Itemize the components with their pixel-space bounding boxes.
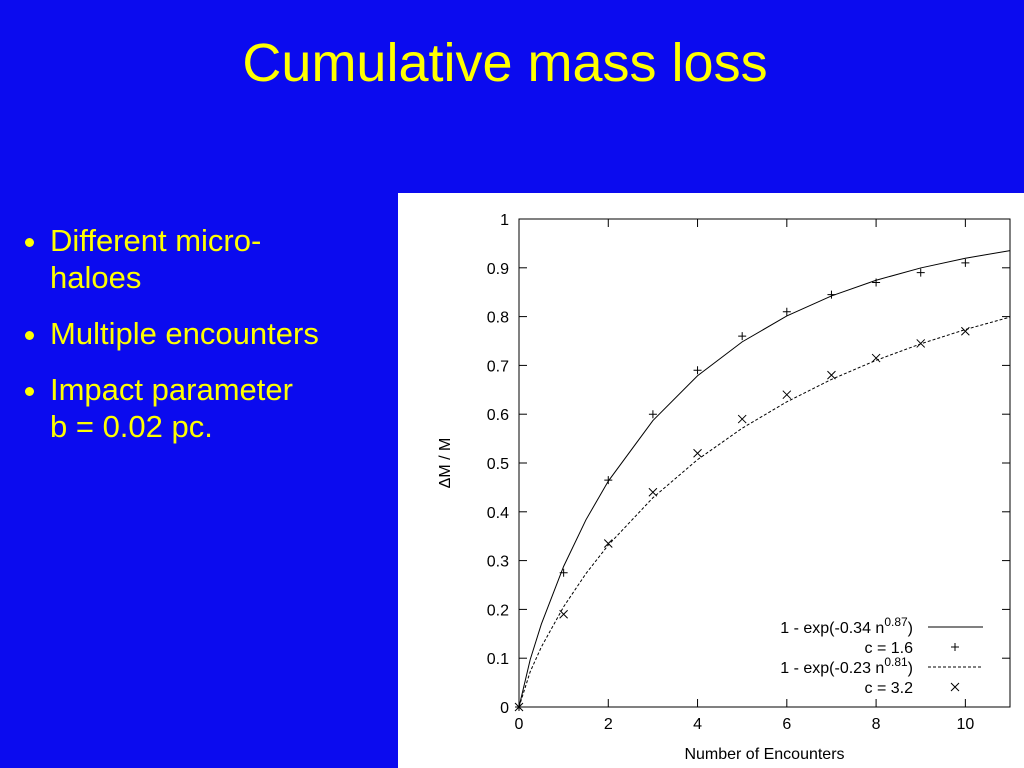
slide-title: Cumulative mass loss xyxy=(242,33,768,93)
y-tick-label: 0.6 xyxy=(487,407,509,424)
data-point xyxy=(916,339,926,348)
data-point xyxy=(737,414,747,424)
data-point xyxy=(872,278,881,287)
legend-text: 0.81 xyxy=(884,655,908,669)
data-point xyxy=(738,332,747,341)
bullet-text: b = 0.02 pc. xyxy=(50,409,213,444)
x-tick-label: 8 xyxy=(872,716,881,733)
legend-text: ) xyxy=(908,620,913,637)
legend-label: c = 3.2 xyxy=(865,680,914,697)
y-tick-label: 0.9 xyxy=(487,261,509,278)
data-point xyxy=(603,539,613,548)
legend-text: 1 - exp(-0.34 n xyxy=(780,620,884,637)
y-axis-label: ΔM / M xyxy=(437,438,454,489)
bullet-list: Different micro-haloes Multiple encounter… xyxy=(18,222,398,464)
legend-swatch xyxy=(951,643,959,651)
y-tick-label: 0.7 xyxy=(487,358,509,375)
fit-curve xyxy=(518,316,1011,708)
bullet-text: Different micro- xyxy=(50,223,262,258)
data-point xyxy=(782,390,792,400)
chart: 00.10.20.30.40.50.60.70.80.910 2 4 6 8 10Numb… xyxy=(398,193,1024,768)
legend-text: 1 - exp(-0.23 n xyxy=(780,660,884,677)
data-point xyxy=(648,410,657,419)
bullet: Different micro-haloes xyxy=(50,222,398,296)
y-tick-label: 0.8 xyxy=(487,310,509,327)
data-point xyxy=(871,353,881,363)
data-point xyxy=(961,258,970,267)
data-point xyxy=(827,290,836,299)
y-tick-label: 0.4 xyxy=(487,505,509,522)
data-point xyxy=(559,568,568,577)
data-point xyxy=(693,448,702,458)
chart-background xyxy=(398,193,1024,768)
x-tick-label: 6 xyxy=(782,716,791,733)
x-tick-label: 4 xyxy=(693,716,702,733)
data-point xyxy=(604,476,613,485)
data-point xyxy=(782,307,791,316)
fit-curve xyxy=(518,250,1011,708)
y-tick-label: 0.3 xyxy=(487,554,509,571)
x-tick-label: 2 xyxy=(604,716,613,733)
legend-text: ) xyxy=(908,660,913,677)
legend-text: 0.87 xyxy=(884,615,908,629)
legend-text: c = 1.6 xyxy=(865,640,914,657)
legend-swatch xyxy=(950,682,960,692)
bullet-text: Multiple encounters xyxy=(50,316,319,351)
legend-label: 1 - exp(-0.34 n0.87) xyxy=(780,615,913,637)
y-tick-label: 0 xyxy=(500,700,509,717)
x-tick-label: 0 xyxy=(515,716,524,733)
x-tick-label: 10 xyxy=(956,716,974,733)
bullet: Multiple encounters xyxy=(50,315,398,352)
y-tick-label: 0.2 xyxy=(487,602,509,619)
data-point xyxy=(648,487,658,497)
data-point xyxy=(961,326,970,336)
data-point xyxy=(827,370,836,380)
bullet-text: haloes xyxy=(50,260,142,295)
y-tick-label: 1 xyxy=(500,212,509,229)
legend-label: c = 1.6 xyxy=(865,640,914,657)
data-point xyxy=(916,268,925,277)
y-tick-label: 0.1 xyxy=(487,651,509,668)
y-tick-label: 0.5 xyxy=(487,456,509,473)
data-point xyxy=(514,702,524,712)
legend-label: 1 - exp(-0.23 n0.81) xyxy=(780,655,913,677)
data-point xyxy=(559,609,568,619)
data-point xyxy=(693,366,702,375)
legend-text: c = 3.2 xyxy=(865,680,914,697)
x-axis-label: Number of Encounters xyxy=(684,746,844,763)
bullet-text: Impact parameter xyxy=(50,372,293,407)
